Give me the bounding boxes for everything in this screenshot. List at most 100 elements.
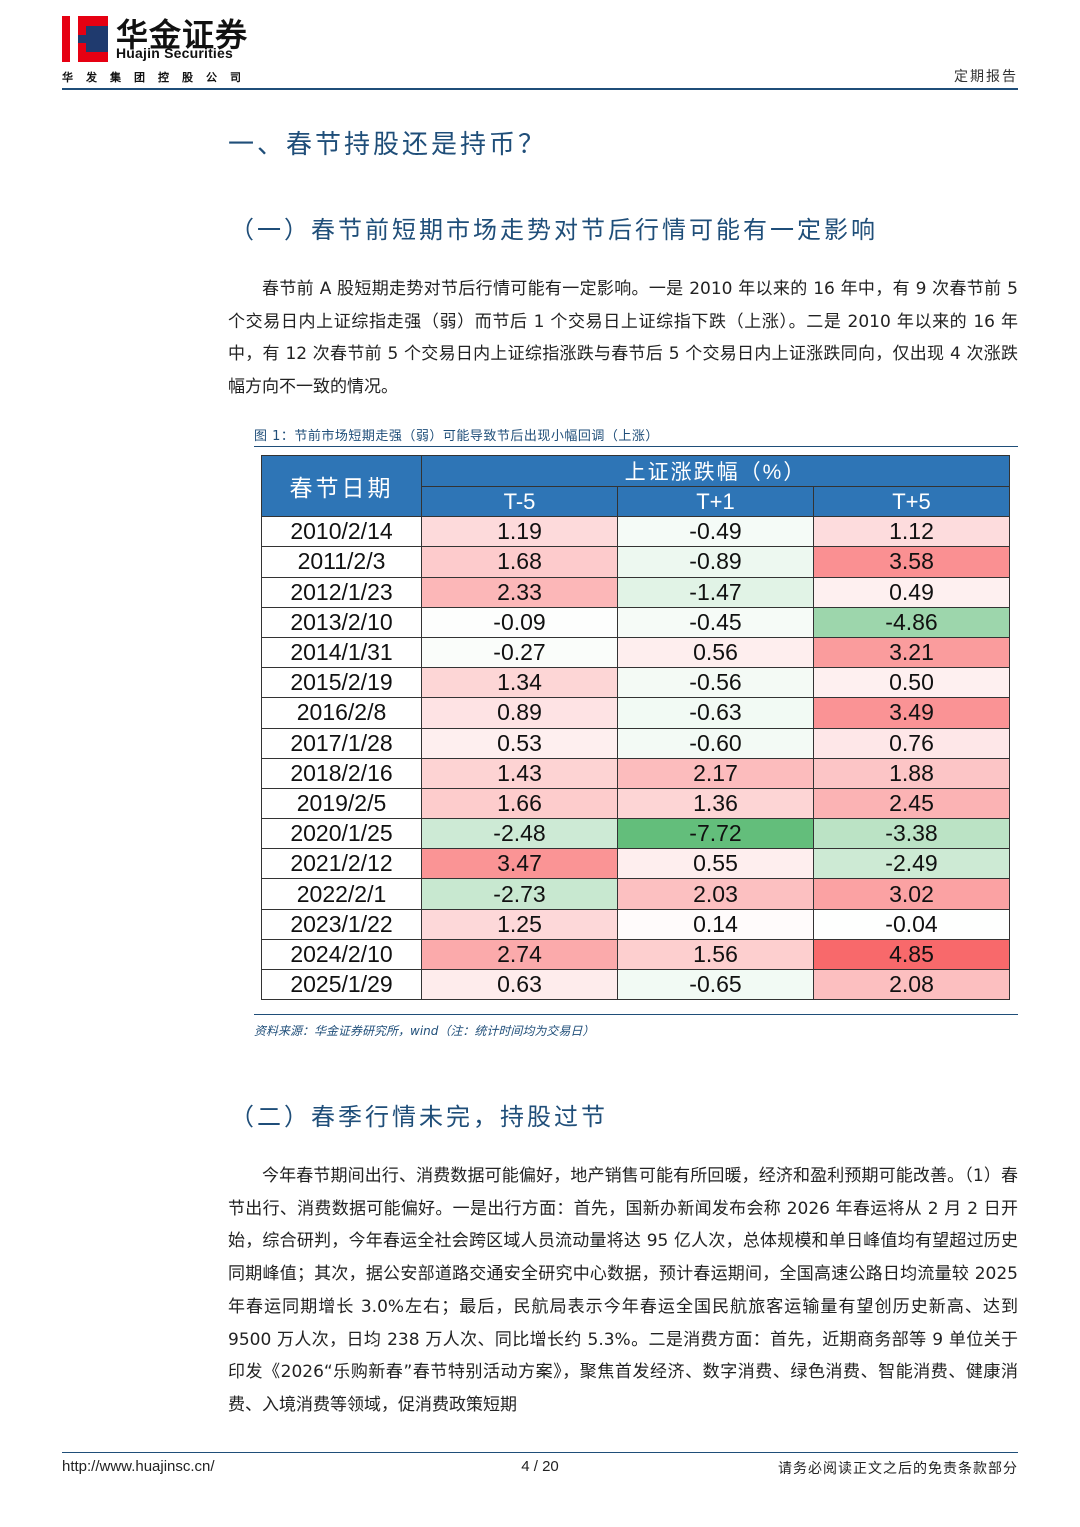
value-cell-t-plus-1: 0.14 — [617, 908, 814, 940]
footer-url: http://www.huajinsc.cn/ — [62, 1458, 215, 1475]
table-row: 2022/2/1 -2.73 2.03 3.02 — [261, 878, 1010, 910]
date-cell: 2024/2/10 — [261, 938, 422, 971]
date-cell: 2019/2/5 — [261, 787, 422, 820]
value-cell-t-plus-1: -0.65 — [617, 968, 814, 1001]
date-cell: 2014/1/31 — [261, 636, 422, 669]
value-cell-t-plus-5: 1.88 — [813, 757, 1010, 789]
body-paragraph-1: 春节前 A 股短期走势对节后行情可能有一定影响。一是 2010 年以来的 16 … — [228, 279, 1018, 398]
date-cell: 2018/2/16 — [261, 757, 422, 789]
value-cell-t-plus-1: -1.47 — [617, 576, 814, 608]
value-cell-t-minus-5: 1.66 — [421, 787, 618, 820]
value-cell-t-plus-5: 3.02 — [813, 878, 1010, 910]
value-cell-t-plus-1: 0.56 — [617, 636, 814, 669]
table-row: 2010/2/14 1.19 -0.49 1.12 — [261, 516, 1010, 548]
table-row: 2024/2/10 2.74 1.56 4.85 — [261, 938, 1010, 971]
date-cell: 2021/2/12 — [261, 848, 422, 880]
value-cell-t-minus-5: 1.43 — [421, 757, 618, 789]
figure-top-rule — [254, 446, 1018, 447]
value-cell-t-plus-1: 1.36 — [617, 787, 814, 820]
subsection-title-1: （一）春节前短期市场走势对节后行情可能有一定影响 — [230, 216, 878, 244]
value-cell-t-plus-1: -0.45 — [617, 606, 814, 638]
figure-bottom-rule — [254, 1014, 1018, 1015]
value-cell-t-plus-1: 0.55 — [617, 848, 814, 880]
value-cell-t-plus-5: 3.21 — [813, 636, 1010, 669]
column-header-t-minus-5: T-5 — [421, 485, 618, 518]
page-number: 4 / 20 — [521, 1458, 559, 1475]
table-row: 2012/1/23 2.33 -1.47 0.49 — [261, 576, 1010, 608]
date-cell: 2023/1/22 — [261, 908, 422, 940]
column-header-t-plus-5: T+5 — [813, 485, 1010, 518]
value-cell-t-plus-5: 4.85 — [813, 938, 1010, 971]
table-row: 2013/2/10 -0.09 -0.45 -4.86 — [261, 606, 1010, 638]
column-header-t-plus-1: T+1 — [617, 485, 814, 518]
date-cell: 2016/2/8 — [261, 697, 422, 729]
value-cell-t-plus-5: -4.86 — [813, 606, 1010, 638]
page-header: 华金证券 Huajin Securities 华发集团控股公司 定期报告 — [62, 14, 1018, 88]
value-cell-t-plus-5: 0.76 — [813, 727, 1010, 759]
logo-subtitle: 华发集团控股公司 — [62, 71, 254, 84]
value-cell-t-minus-5: 0.53 — [421, 727, 618, 759]
value-cell-t-plus-5: 2.08 — [813, 968, 1010, 1001]
value-cell-t-minus-5: 1.68 — [421, 546, 618, 578]
table-row: 2017/1/28 0.53 -0.60 0.76 — [261, 727, 1010, 759]
value-cell-t-minus-5: -0.27 — [421, 636, 618, 669]
report-type: 定期报告 — [954, 69, 1018, 85]
returns-table: 春节日期 上证涨跌幅（%） T-5 T+1 T+5 2010/2/14 1.19-… — [261, 454, 1010, 1001]
table-row: 2011/2/3 1.68 -0.89 3.58 — [261, 546, 1010, 578]
date-cell: 2012/1/23 — [261, 576, 422, 608]
table-row: 2015/2/19 1.34 -0.56 0.50 — [261, 667, 1010, 699]
table-row: 2021/2/12 3.47 0.55 -2.49 — [261, 848, 1010, 880]
subsection-title-2: （二）春季行情未完，持股过节 — [230, 1103, 608, 1131]
header-divider — [62, 88, 1018, 90]
table-row: 2023/1/22 1.25 0.14 -0.04 — [261, 908, 1010, 940]
value-cell-t-minus-5: 3.47 — [421, 848, 618, 880]
disclaimer-note: 请务必阅读正文之后的免责条款部分 — [778, 1461, 1018, 1477]
value-cell-t-plus-5: 2.45 — [813, 787, 1010, 820]
value-cell-t-plus-1: -7.72 — [617, 818, 814, 850]
returns-group-header: 上证涨跌幅（%） — [421, 455, 1010, 487]
value-cell-t-minus-5: -0.09 — [421, 606, 618, 638]
logo-chinese-name: 华金证券 — [116, 16, 249, 54]
value-cell-t-minus-5: 1.19 — [421, 516, 618, 548]
figure-caption: 图 1：节前市场短期走强（弱）可能导致节后出现小幅回调（上涨） — [254, 429, 659, 444]
value-cell-t-plus-1: -0.56 — [617, 667, 814, 699]
date-cell: 2013/2/10 — [261, 606, 422, 638]
date-cell: 2011/2/3 — [261, 546, 422, 578]
date-cell: 2010/2/14 — [261, 516, 422, 548]
value-cell-t-plus-5: -3.38 — [813, 818, 1010, 850]
table-row: 2016/2/8 0.89 -0.63 3.49 — [261, 697, 1010, 729]
value-cell-t-plus-5: -2.49 — [813, 848, 1010, 880]
date-cell: 2015/2/19 — [261, 667, 422, 699]
section-title: 一、春节持股还是持币？ — [228, 130, 548, 160]
value-cell-t-plus-5: 3.58 — [813, 546, 1010, 578]
value-cell-t-plus-5: 0.50 — [813, 667, 1010, 699]
date-column-header: 春节日期 — [261, 454, 422, 518]
date-cell: 2020/1/25 — [261, 818, 422, 850]
value-cell-t-minus-5: 1.34 — [421, 667, 618, 699]
value-cell-t-minus-5: -2.48 — [421, 818, 618, 850]
value-cell-t-minus-5: 0.63 — [421, 968, 618, 1001]
body-paragraph-2: 今年春节期间出行、消费数据可能偏好，地产销售可能有所回暖，经济和盈利预期可能改善… — [228, 1166, 1018, 1415]
value-cell-t-plus-1: -0.63 — [617, 697, 814, 729]
table-row: 2014/1/31 -0.27 0.56 3.21 — [261, 636, 1010, 669]
date-cell: 2017/1/28 — [261, 727, 422, 759]
value-cell-t-plus-5: -0.04 — [813, 908, 1010, 940]
date-cell: 2025/1/29 — [261, 968, 422, 1001]
value-cell-t-plus-1: 2.03 — [617, 878, 814, 910]
logo-english-name: Huajin Securities — [116, 45, 233, 61]
date-cell: 2022/2/1 — [261, 878, 422, 910]
value-cell-t-minus-5: -2.73 — [421, 878, 618, 910]
table-row: 2025/1/29 0.63 -0.65 2.08 — [261, 968, 1010, 1001]
value-cell-t-plus-1: 2.17 — [617, 757, 814, 789]
table-row: 2018/2/16 1.43 2.17 1.88 — [261, 757, 1010, 789]
table-body: 2010/2/14 1.19 -0.49 1.12 2011/2/3 1.68 -0.89 3… — [261, 516, 1010, 1001]
value-cell-t-plus-1: -0.49 — [617, 516, 814, 548]
value-cell-t-minus-5: 2.33 — [421, 576, 618, 608]
value-cell-t-minus-5: 0.89 — [421, 697, 618, 729]
figure-source: 资料来源：华金证券研究所，wind（注：统计时间均为交易日） — [254, 1024, 595, 1038]
value-cell-t-minus-5: 1.25 — [421, 908, 618, 940]
table-row: 2020/1/25 -2.48 -7.72 -3.38 — [261, 818, 1010, 850]
table-row: 2019/2/5 1.66 1.36 2.45 — [261, 787, 1010, 820]
value-cell-t-plus-1: 1.56 — [617, 938, 814, 971]
value-cell-t-plus-5: 0.49 — [813, 576, 1010, 608]
